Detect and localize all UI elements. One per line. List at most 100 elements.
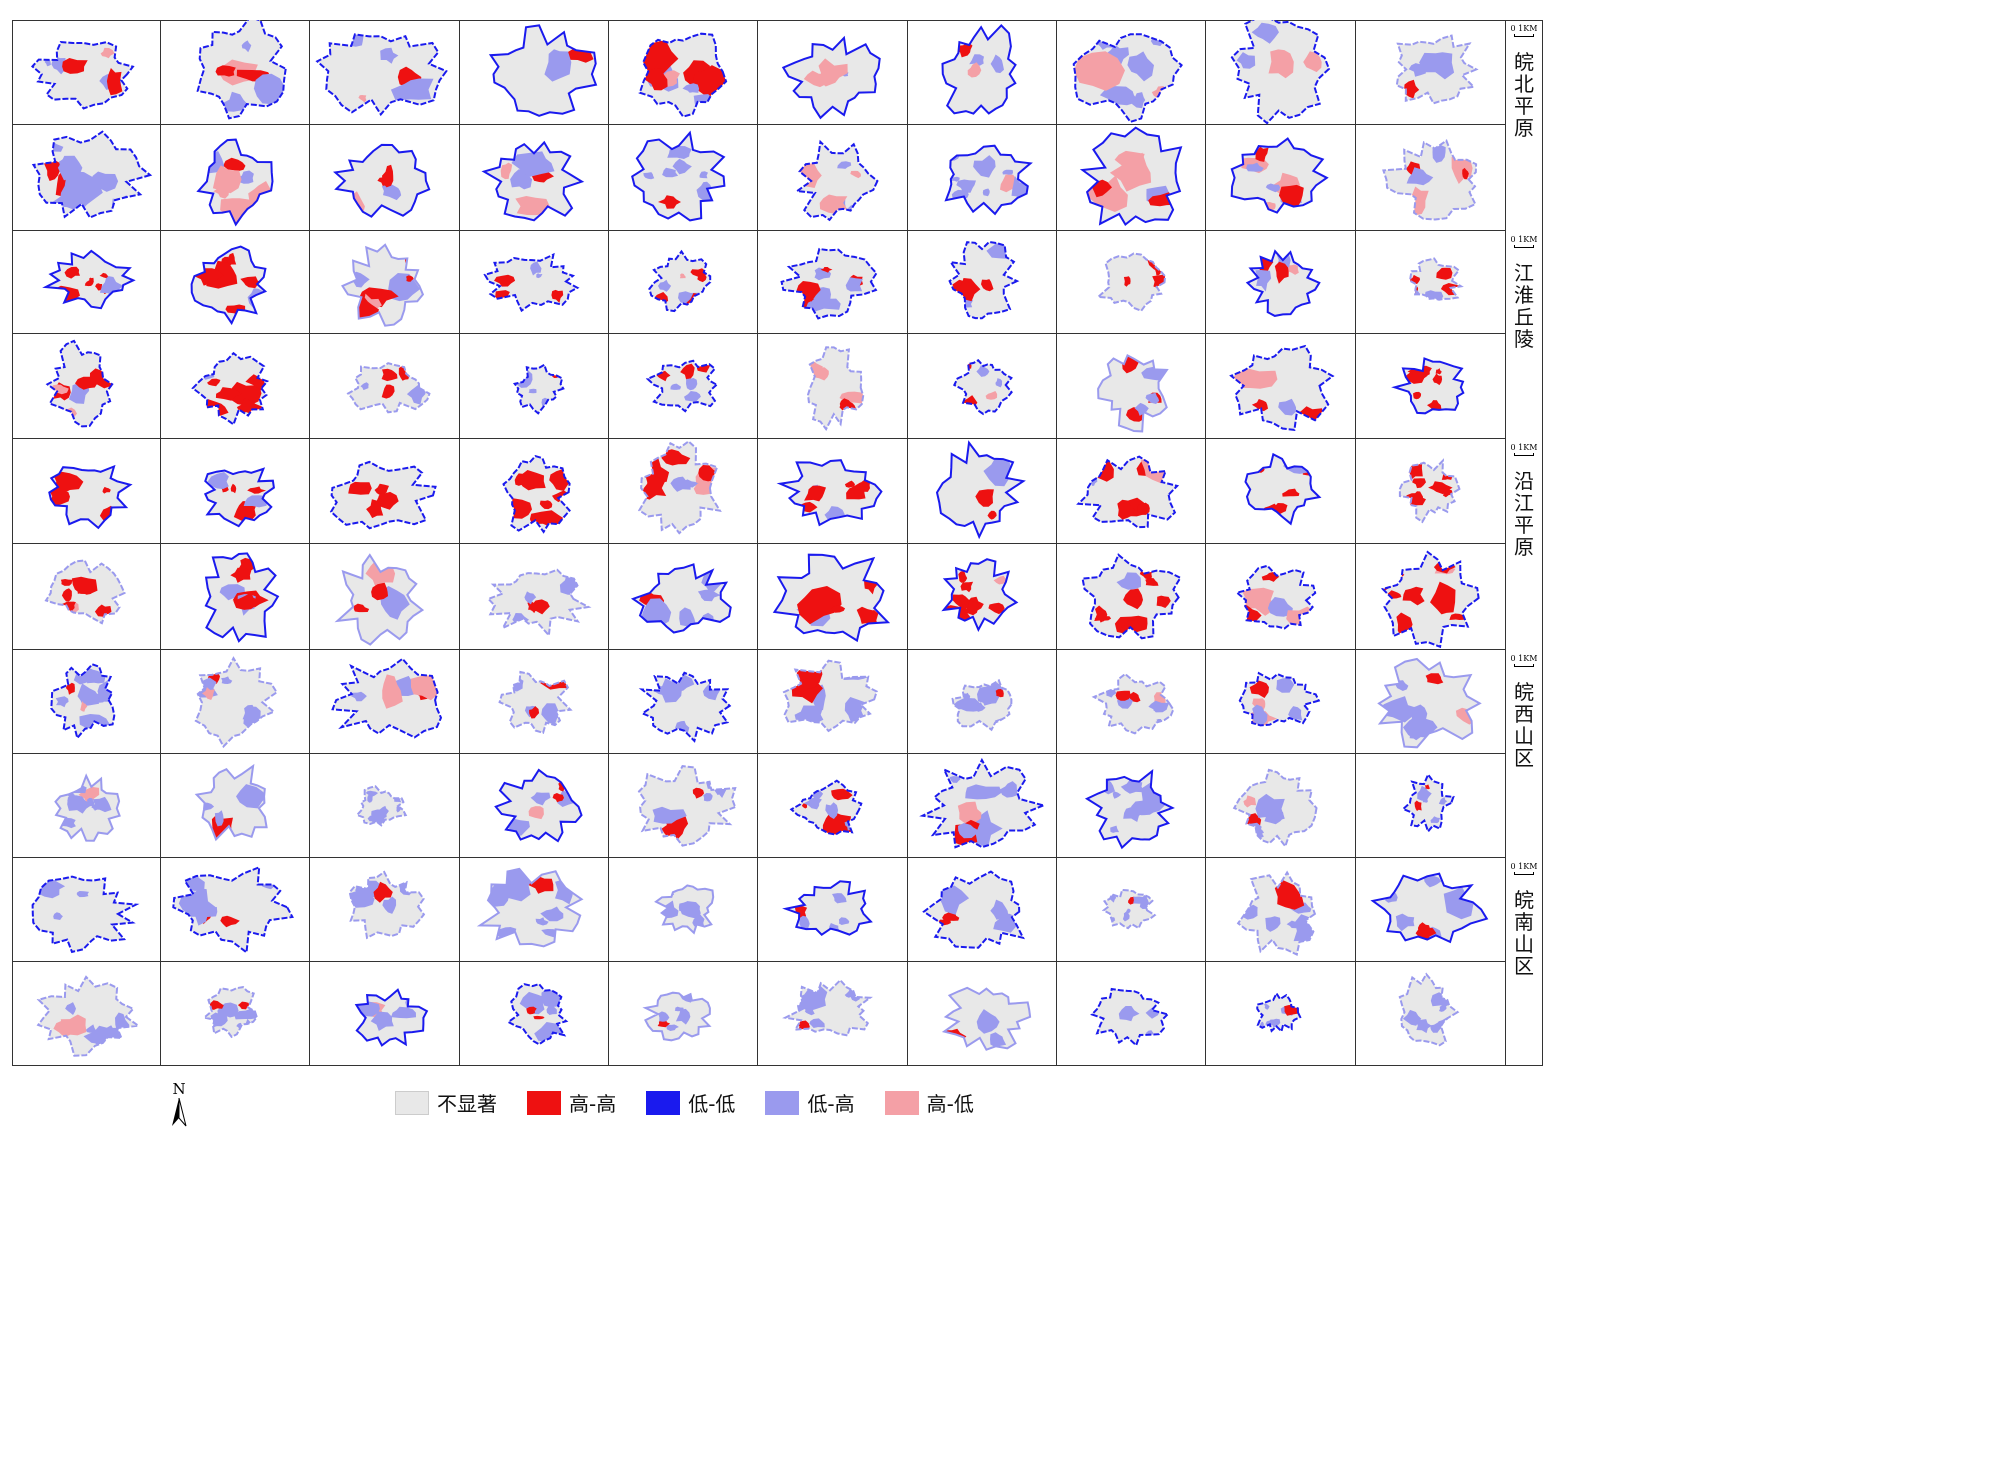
village-map-cell [908,544,1057,650]
high-low-patch [1268,49,1294,79]
village-cluster-map [483,252,580,313]
village-cluster-map [190,245,268,326]
village-cluster-map [1380,550,1480,649]
not-significant-area [1098,253,1166,311]
low-high-patch [1246,162,1264,172]
village-cluster-map [346,362,431,414]
village-cluster-map [935,440,1026,540]
high-high-patch [680,363,695,380]
low-high-patch [976,365,990,377]
high-high-patch [960,581,974,593]
village-cluster-map [172,865,294,955]
village-map-cell [12,125,161,231]
village-map-cell [1356,962,1506,1066]
low-high-patch [974,702,986,712]
village-cluster-map [202,986,258,1039]
low-low-boundary [1084,768,1175,850]
low-low-boundary [348,870,426,940]
village-cluster-map [1370,872,1489,944]
legend-item-not-significant: 不显著 [395,1088,497,1117]
high-high-patch [374,483,389,496]
high-high-patch [106,68,123,96]
high-high-patch [233,501,258,522]
high-high-patch [1414,800,1422,811]
low-low-boundary [1370,872,1489,944]
village-cluster-map [1244,452,1322,526]
village-map-cell [1206,650,1356,754]
low-low-boundary [638,671,732,743]
high-low-patch [212,165,242,194]
village-map-cell [1057,334,1206,439]
village-map-cell [908,20,1057,125]
low-high-patch [530,792,551,806]
low-low-boundary [941,558,1019,633]
high-high-patch [381,368,398,382]
high-high-patch [658,195,681,209]
high-high-patch [956,42,973,58]
high-low-patch [500,162,513,180]
not-significant-area [1231,138,1327,213]
high-high-patch [226,252,237,265]
low-low-boundary [1408,257,1464,301]
high-low-patch [382,674,403,709]
low-high-patch [845,277,863,292]
low-low-boundary [776,459,883,527]
village-cluster-map [506,982,569,1046]
low-low-boundary [1230,137,1329,214]
low-high-patch [1251,22,1279,44]
village-cluster-map [315,33,448,117]
village-map-cell [460,334,609,439]
low-low-boundary [631,130,726,222]
low-low-boundary [346,362,431,414]
not-significant-area [645,992,710,1041]
low-low-boundary [637,765,737,847]
village-map-cell [161,962,310,1066]
low-low-boundary [772,553,891,643]
low-low-boundary [1391,357,1465,415]
low-low-boundary [782,659,878,733]
village-map-cell [310,650,460,754]
village-map-cell [758,125,908,231]
high-high-patch [1430,581,1456,615]
village-cluster-map [637,765,737,847]
low-low-boundary [782,978,873,1037]
low-high-patch [519,991,546,1015]
village-cluster-map [794,139,879,222]
village-map-cell [1057,439,1206,544]
village-map-cell [758,231,908,334]
high-high-patch [99,272,108,279]
scale-bar: 0 1KM [1511,862,1537,875]
low-low-boundary [645,359,719,413]
village-cluster-map [341,243,425,327]
village-cluster-map [782,659,878,733]
low-high-patch [187,904,218,917]
village-map-cell [1206,858,1356,962]
low-high-patch [1112,791,1122,799]
low-low-boundary [194,763,268,842]
high-high-patch [690,268,707,277]
high-high-patch [1278,184,1304,208]
region-label-jianghuai-hills: 0 1KM 江淮丘陵 [1506,231,1542,439]
low-high-patch [91,803,100,811]
high-high-patch [975,489,994,507]
low-high-patch [87,797,95,807]
low-low-boundary [54,773,121,842]
low-high-patch [1265,916,1281,932]
village-map-cell [1356,650,1506,754]
village-map-cell [609,962,758,1066]
village-map-cell [1206,439,1356,544]
village-cluster-map [789,779,863,836]
scale-bar-line [1513,664,1534,667]
village-cluster-map [1382,139,1478,221]
low-high-patch [995,378,1003,388]
village-map-cell [460,439,609,544]
low-low-boundary [1234,564,1317,630]
village-map-cell [1356,20,1506,125]
village-map-cell [1057,962,1206,1066]
low-high-patch [1439,1005,1447,1012]
high-high-patch [366,499,384,519]
high-high-patch [52,471,84,495]
low-low-boundary [1401,772,1455,834]
high-high-patch [1115,690,1131,701]
low-low-boundary [512,363,565,415]
